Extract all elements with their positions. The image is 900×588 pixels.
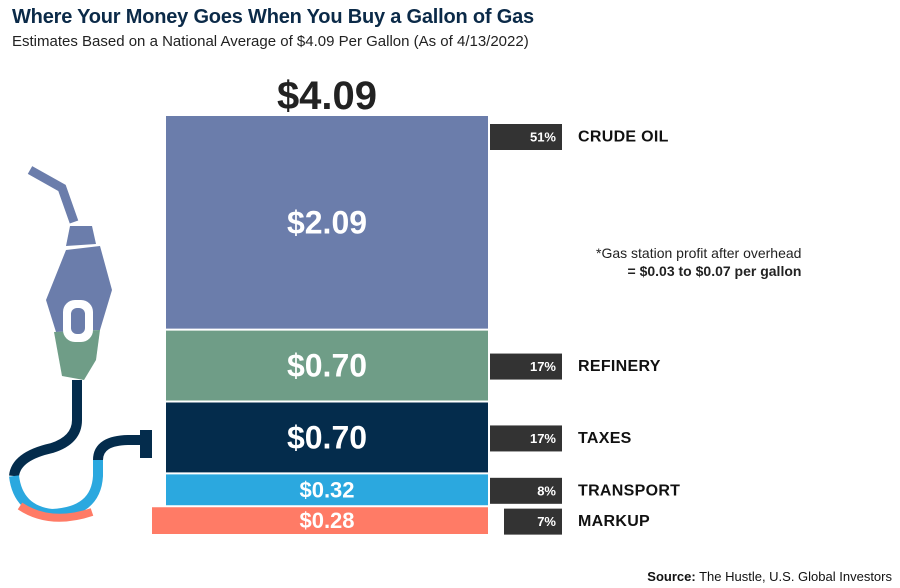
bar-segment (166, 402, 488, 473)
category-label: TRANSPORT (578, 482, 680, 499)
percent-label: 7% (537, 514, 556, 529)
percent-label: 17% (530, 431, 556, 446)
source-label: Source: (647, 569, 696, 584)
total-price-label: $4.09 (276, 74, 378, 118)
bar-value-label: $0.70 (287, 419, 367, 455)
source-credit: Source: The Hustle, U.S. Global Investor… (647, 569, 892, 584)
bar-segment (166, 474, 488, 506)
bar-value-label: $0.70 (287, 348, 367, 384)
profit-note-line2: = $0.03 to $0.07 per gallon (627, 263, 802, 279)
percent-tag (490, 353, 562, 380)
source-text: The Hustle, U.S. Global Investors (695, 569, 892, 584)
chart-subtitle: Estimates Based on a National Average of… (12, 33, 529, 50)
bar-value-label: $2.09 (287, 204, 367, 240)
category-label: REFINERY (578, 358, 661, 375)
profit-note-line1: *Gas station profit after overhead (596, 245, 802, 261)
percent-label: 8% (537, 483, 556, 498)
percent-label: 17% (530, 359, 556, 374)
percent-tag (490, 425, 562, 452)
bar-value-label: $0.32 (299, 477, 354, 502)
category-label: MARKUP (578, 513, 650, 530)
category-label: TAXES (578, 430, 632, 447)
chart-title: Where Your Money Goes When You Buy a Gal… (12, 6, 534, 28)
profit-note: *Gas station profit after overhead = $0.… (596, 244, 801, 280)
bar-value-label: $0.28 (299, 508, 354, 533)
bar-segment (166, 116, 488, 329)
percent-label: 51% (530, 130, 556, 145)
percent-tag (490, 124, 562, 150)
percent-tag (504, 508, 562, 535)
bar-segment (166, 330, 488, 401)
bar-segment (152, 507, 488, 534)
gas-pump-nozzle-icon (9, 166, 152, 522)
category-label: CRUDE OIL (578, 129, 669, 146)
percent-tag (490, 477, 562, 504)
